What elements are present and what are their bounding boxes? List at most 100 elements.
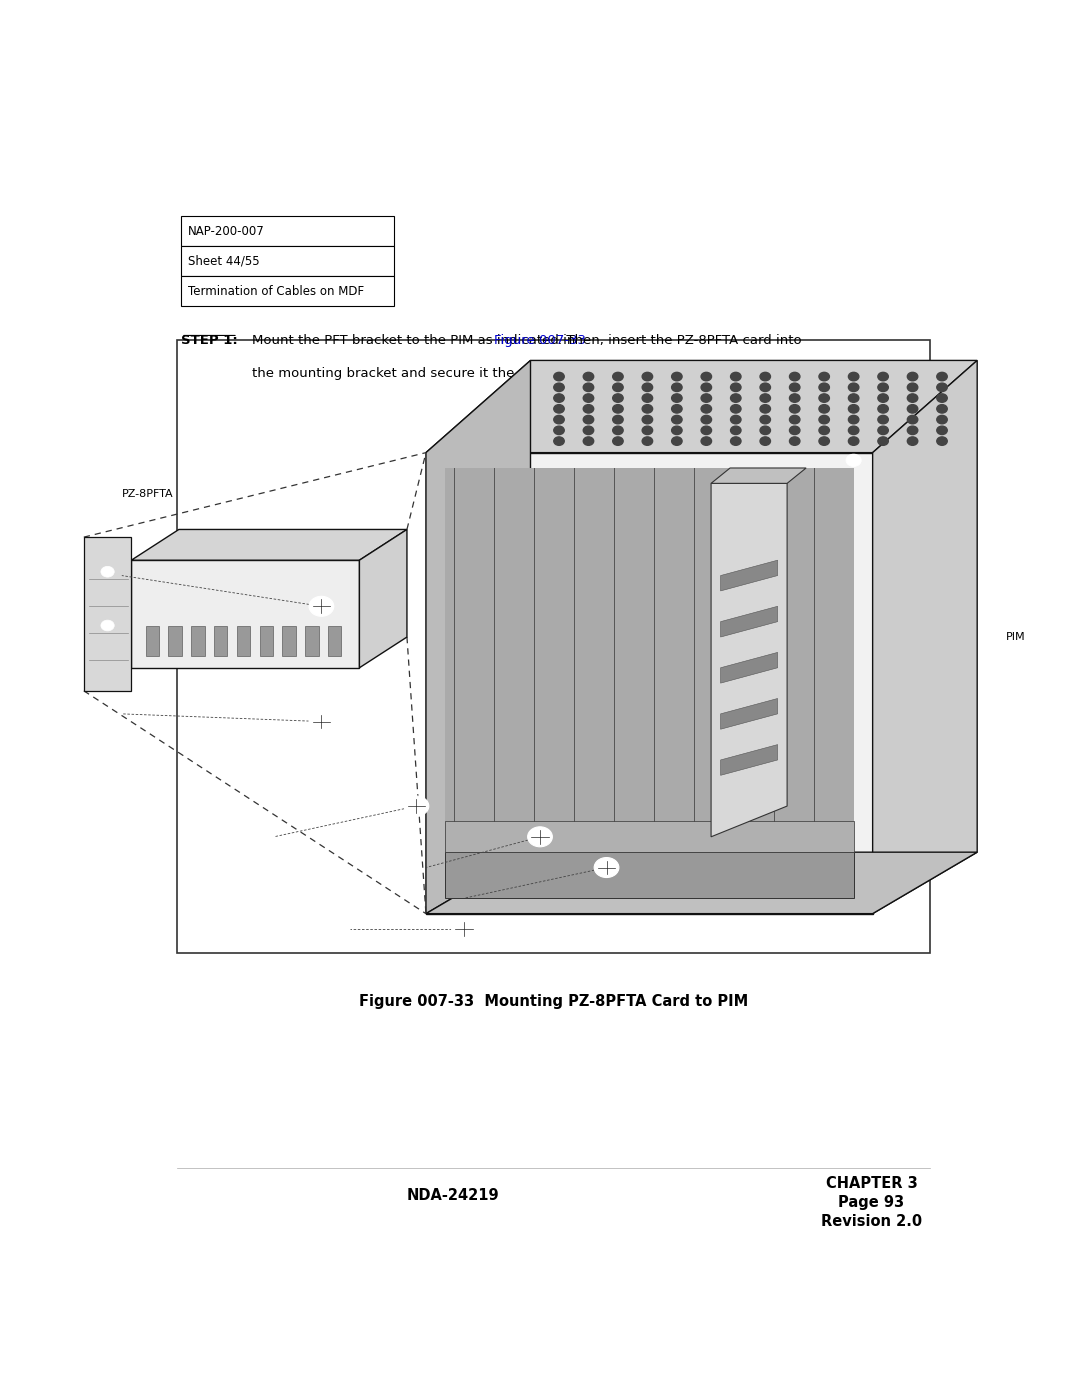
Circle shape [672, 405, 683, 414]
Circle shape [849, 426, 859, 434]
Circle shape [936, 415, 947, 423]
Circle shape [451, 919, 476, 939]
Circle shape [583, 426, 594, 434]
Polygon shape [132, 529, 407, 560]
Circle shape [789, 405, 800, 414]
Circle shape [730, 405, 741, 414]
Circle shape [819, 394, 829, 402]
Circle shape [701, 383, 712, 391]
Bar [146, 626, 159, 657]
Circle shape [612, 426, 623, 434]
Circle shape [878, 383, 889, 391]
Circle shape [583, 405, 594, 414]
Circle shape [701, 373, 712, 381]
Circle shape [672, 437, 683, 446]
Circle shape [701, 405, 712, 414]
Circle shape [528, 827, 552, 847]
Circle shape [583, 373, 594, 381]
Circle shape [100, 620, 114, 631]
Circle shape [819, 405, 829, 414]
Circle shape [583, 394, 594, 402]
Circle shape [701, 394, 712, 402]
Circle shape [789, 383, 800, 391]
Circle shape [936, 437, 947, 446]
Circle shape [849, 405, 859, 414]
Circle shape [849, 437, 859, 446]
Circle shape [936, 373, 947, 381]
Circle shape [846, 454, 861, 467]
Bar [168, 626, 181, 657]
Circle shape [789, 437, 800, 446]
Polygon shape [426, 453, 873, 914]
Polygon shape [360, 529, 407, 668]
Circle shape [819, 373, 829, 381]
Circle shape [819, 437, 829, 446]
Circle shape [789, 426, 800, 434]
Circle shape [100, 566, 114, 577]
Circle shape [730, 415, 741, 423]
Circle shape [849, 373, 859, 381]
Polygon shape [84, 538, 132, 692]
Text: PZ-8PFTA: PZ-8PFTA [122, 489, 174, 499]
Polygon shape [445, 852, 853, 898]
Text: STEP 1:: STEP 1: [181, 334, 238, 348]
Circle shape [878, 394, 889, 402]
Circle shape [849, 394, 859, 402]
Circle shape [701, 426, 712, 434]
Circle shape [819, 383, 829, 391]
Polygon shape [873, 360, 977, 914]
Circle shape [936, 394, 947, 402]
Circle shape [643, 415, 652, 423]
Circle shape [878, 415, 889, 423]
Circle shape [554, 437, 564, 446]
Circle shape [554, 373, 564, 381]
Circle shape [612, 373, 623, 381]
Text: Mount the PFT bracket to the PIM as indicated in: Mount the PFT bracket to the PIM as indi… [253, 334, 580, 348]
Polygon shape [445, 821, 853, 852]
Circle shape [309, 597, 334, 616]
Circle shape [819, 426, 829, 434]
Circle shape [730, 426, 741, 434]
Polygon shape [711, 468, 806, 483]
Circle shape [760, 405, 770, 414]
Circle shape [612, 383, 623, 391]
Circle shape [643, 426, 652, 434]
Polygon shape [720, 698, 778, 729]
Circle shape [612, 415, 623, 423]
Text: Figure 007-33  Mounting PZ-8PFTA Card to PIM: Figure 007-33 Mounting PZ-8PFTA Card to … [359, 993, 748, 1009]
Text: . Then, insert the PZ-8PFTA card into: . Then, insert the PZ-8PFTA card into [558, 334, 802, 348]
Text: Figure 007-33: Figure 007-33 [495, 334, 586, 348]
Circle shape [672, 394, 683, 402]
Polygon shape [720, 745, 778, 775]
Circle shape [612, 437, 623, 446]
Text: Revision 2.0: Revision 2.0 [821, 1214, 922, 1229]
Circle shape [730, 373, 741, 381]
Polygon shape [720, 606, 778, 637]
Circle shape [878, 405, 889, 414]
Text: Sheet 44/55: Sheet 44/55 [188, 254, 259, 268]
Circle shape [583, 437, 594, 446]
Circle shape [907, 373, 918, 381]
Polygon shape [426, 852, 977, 914]
Text: NDA-24219: NDA-24219 [407, 1189, 499, 1203]
Circle shape [643, 383, 652, 391]
Circle shape [730, 394, 741, 402]
Circle shape [760, 394, 770, 402]
Circle shape [583, 415, 594, 423]
Bar [237, 626, 251, 657]
Bar [181, 277, 394, 306]
Polygon shape [720, 560, 778, 591]
Text: NAP-200-007: NAP-200-007 [188, 225, 265, 237]
Circle shape [936, 426, 947, 434]
Circle shape [878, 437, 889, 446]
Circle shape [730, 383, 741, 391]
Circle shape [936, 405, 947, 414]
Circle shape [907, 437, 918, 446]
Circle shape [554, 405, 564, 414]
Circle shape [701, 415, 712, 423]
Bar [328, 626, 341, 657]
Circle shape [612, 405, 623, 414]
Circle shape [878, 426, 889, 434]
Circle shape [760, 426, 770, 434]
Bar [306, 626, 319, 657]
